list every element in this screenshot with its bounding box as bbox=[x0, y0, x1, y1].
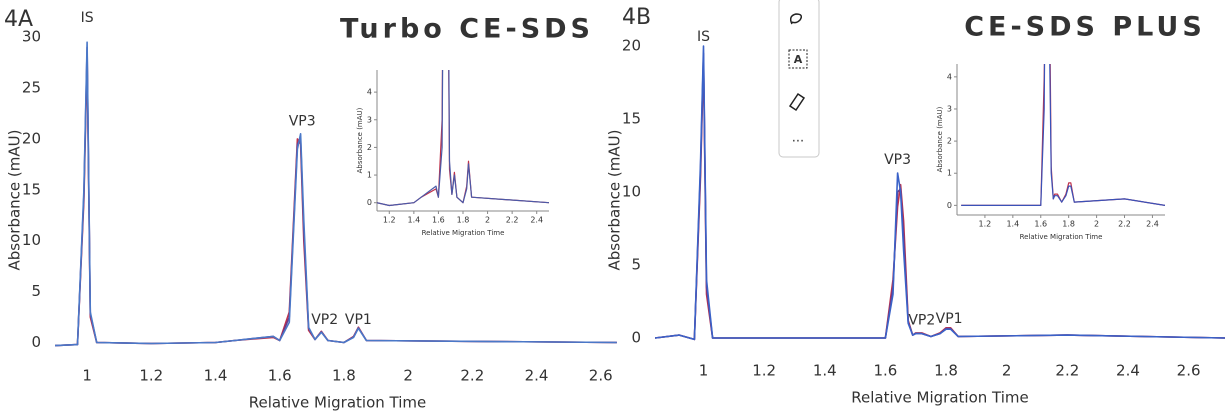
x-axis-label: Relative Migration Time bbox=[1020, 233, 1103, 241]
y-axis-label: Absorbance (mAU) bbox=[356, 107, 364, 173]
y-tick-label: 1 bbox=[367, 171, 372, 180]
trace bbox=[377, 70, 549, 207]
trace bbox=[55, 46, 617, 347]
y-tick-label: 20 bbox=[622, 36, 641, 54]
peak-label: IS bbox=[81, 10, 94, 26]
x-tick-label: 1.2 bbox=[139, 367, 163, 385]
x-tick-label: 2.2 bbox=[506, 216, 519, 225]
x-tick-label: 2.2 bbox=[1055, 362, 1079, 380]
x-tick-label: 1.6 bbox=[268, 367, 292, 385]
y-tick-label: 2 bbox=[947, 137, 952, 146]
y-axis-label: Absorbance (mAU) bbox=[6, 130, 24, 271]
x-tick-label: 1 bbox=[82, 367, 92, 385]
x-tick-label: 2.6 bbox=[1177, 362, 1201, 380]
x-axis-label: Relative Migration Time bbox=[422, 229, 505, 237]
x-tick-label: 2.4 bbox=[525, 367, 549, 385]
x-tick-label: 2 bbox=[403, 367, 413, 385]
peak-label: VP3 bbox=[884, 152, 911, 168]
peak-label: IS bbox=[697, 29, 710, 45]
y-tick-label: 0 bbox=[631, 328, 641, 346]
y-tick-label: 2 bbox=[367, 143, 372, 152]
x-tick-label: 2.4 bbox=[1116, 362, 1140, 380]
trace bbox=[55, 41, 617, 347]
panel-label: 4A bbox=[4, 7, 33, 32]
peak-label: VP2 bbox=[908, 312, 935, 328]
y-tick-label: 5 bbox=[31, 282, 41, 300]
x-tick-label: 1.4 bbox=[1006, 220, 1019, 229]
x-tick-label: 1.2 bbox=[752, 362, 776, 380]
y-tick-label: 5 bbox=[631, 255, 641, 273]
y-tick-label: 0 bbox=[31, 333, 41, 351]
more-button[interactable]: ... bbox=[792, 131, 804, 146]
toolbar-panel bbox=[778, 0, 820, 158]
y-axis-label: Absorbance (mAU) bbox=[936, 106, 944, 172]
x-tick-label: 1.2 bbox=[383, 216, 396, 225]
y-tick-label: 1 bbox=[947, 169, 952, 178]
x-tick-label: 2.2 bbox=[1118, 220, 1131, 229]
chart-title: Turbo CE-SDS bbox=[340, 14, 594, 45]
y-tick-label: 25 bbox=[22, 79, 41, 97]
x-tick-label: 2.6 bbox=[589, 367, 613, 385]
traces bbox=[655, 45, 1225, 341]
x-tick-label: 2.4 bbox=[1146, 220, 1159, 229]
y-tick-label: 0 bbox=[367, 198, 372, 207]
x-tick-label: 2.2 bbox=[460, 367, 484, 385]
toolbar: A ... bbox=[778, 0, 820, 158]
x-tick-label: 2 bbox=[1094, 220, 1099, 229]
trace bbox=[655, 59, 1225, 341]
panel-label: 4B bbox=[622, 5, 651, 30]
peak-label: VP1 bbox=[936, 311, 963, 327]
y-tick-label: 15 bbox=[22, 180, 41, 198]
y-tick-label: 3 bbox=[947, 104, 952, 113]
x-tick-label: 2 bbox=[1002, 362, 1012, 380]
x-tick-label: 2.4 bbox=[530, 216, 543, 225]
traces bbox=[377, 70, 549, 207]
x-tick-label: 1.8 bbox=[332, 367, 356, 385]
pen-icon[interactable] bbox=[788, 92, 806, 112]
text-box-glyph: A bbox=[794, 53, 803, 66]
trace bbox=[961, 64, 1165, 206]
x-tick-label: 1.6 bbox=[1034, 220, 1047, 229]
trace bbox=[655, 52, 1225, 341]
x-tick-label: 1.8 bbox=[457, 216, 470, 225]
trace bbox=[655, 45, 1225, 341]
peak-label: VP2 bbox=[311, 312, 338, 328]
y-tick-label: 20 bbox=[22, 129, 41, 147]
traces bbox=[55, 41, 617, 347]
x-tick-label: 1.4 bbox=[813, 362, 837, 380]
y-tick-label: 0 bbox=[947, 201, 952, 210]
y-tick-label: 10 bbox=[622, 182, 641, 200]
y-tick-label: 3 bbox=[367, 115, 372, 124]
x-tick-label: 1 bbox=[699, 362, 709, 380]
text-box-icon[interactable] bbox=[788, 49, 808, 69]
y-tick-label: 4 bbox=[947, 72, 952, 81]
lasso-icon[interactable] bbox=[789, 13, 803, 25]
x-tick-label: 2 bbox=[485, 216, 490, 225]
x-tick-label: 1.6 bbox=[432, 216, 445, 225]
traces bbox=[961, 64, 1165, 206]
y-tick-label: 4 bbox=[367, 88, 372, 97]
x-tick-label: 1.2 bbox=[979, 220, 992, 229]
y-tick-label: 10 bbox=[22, 231, 41, 249]
y-tick-label: 30 bbox=[22, 28, 41, 46]
y-axis-label: Absorbance (mAU) bbox=[606, 130, 624, 271]
peak-label: VP3 bbox=[289, 114, 316, 130]
x-axis-label: Relative Migration Time bbox=[249, 394, 426, 412]
x-axis-label: Relative Migration Time bbox=[851, 389, 1028, 407]
peak-label: VP1 bbox=[345, 312, 372, 328]
x-tick-label: 1.6 bbox=[873, 362, 897, 380]
x-tick-label: 1.8 bbox=[1062, 220, 1075, 229]
x-tick-label: 1.4 bbox=[204, 367, 228, 385]
x-tick-label: 1.8 bbox=[934, 362, 958, 380]
y-tick-label: 15 bbox=[622, 109, 641, 127]
chart-title: CE-SDS PLUS bbox=[964, 12, 1206, 43]
x-tick-label: 1.4 bbox=[407, 216, 420, 225]
